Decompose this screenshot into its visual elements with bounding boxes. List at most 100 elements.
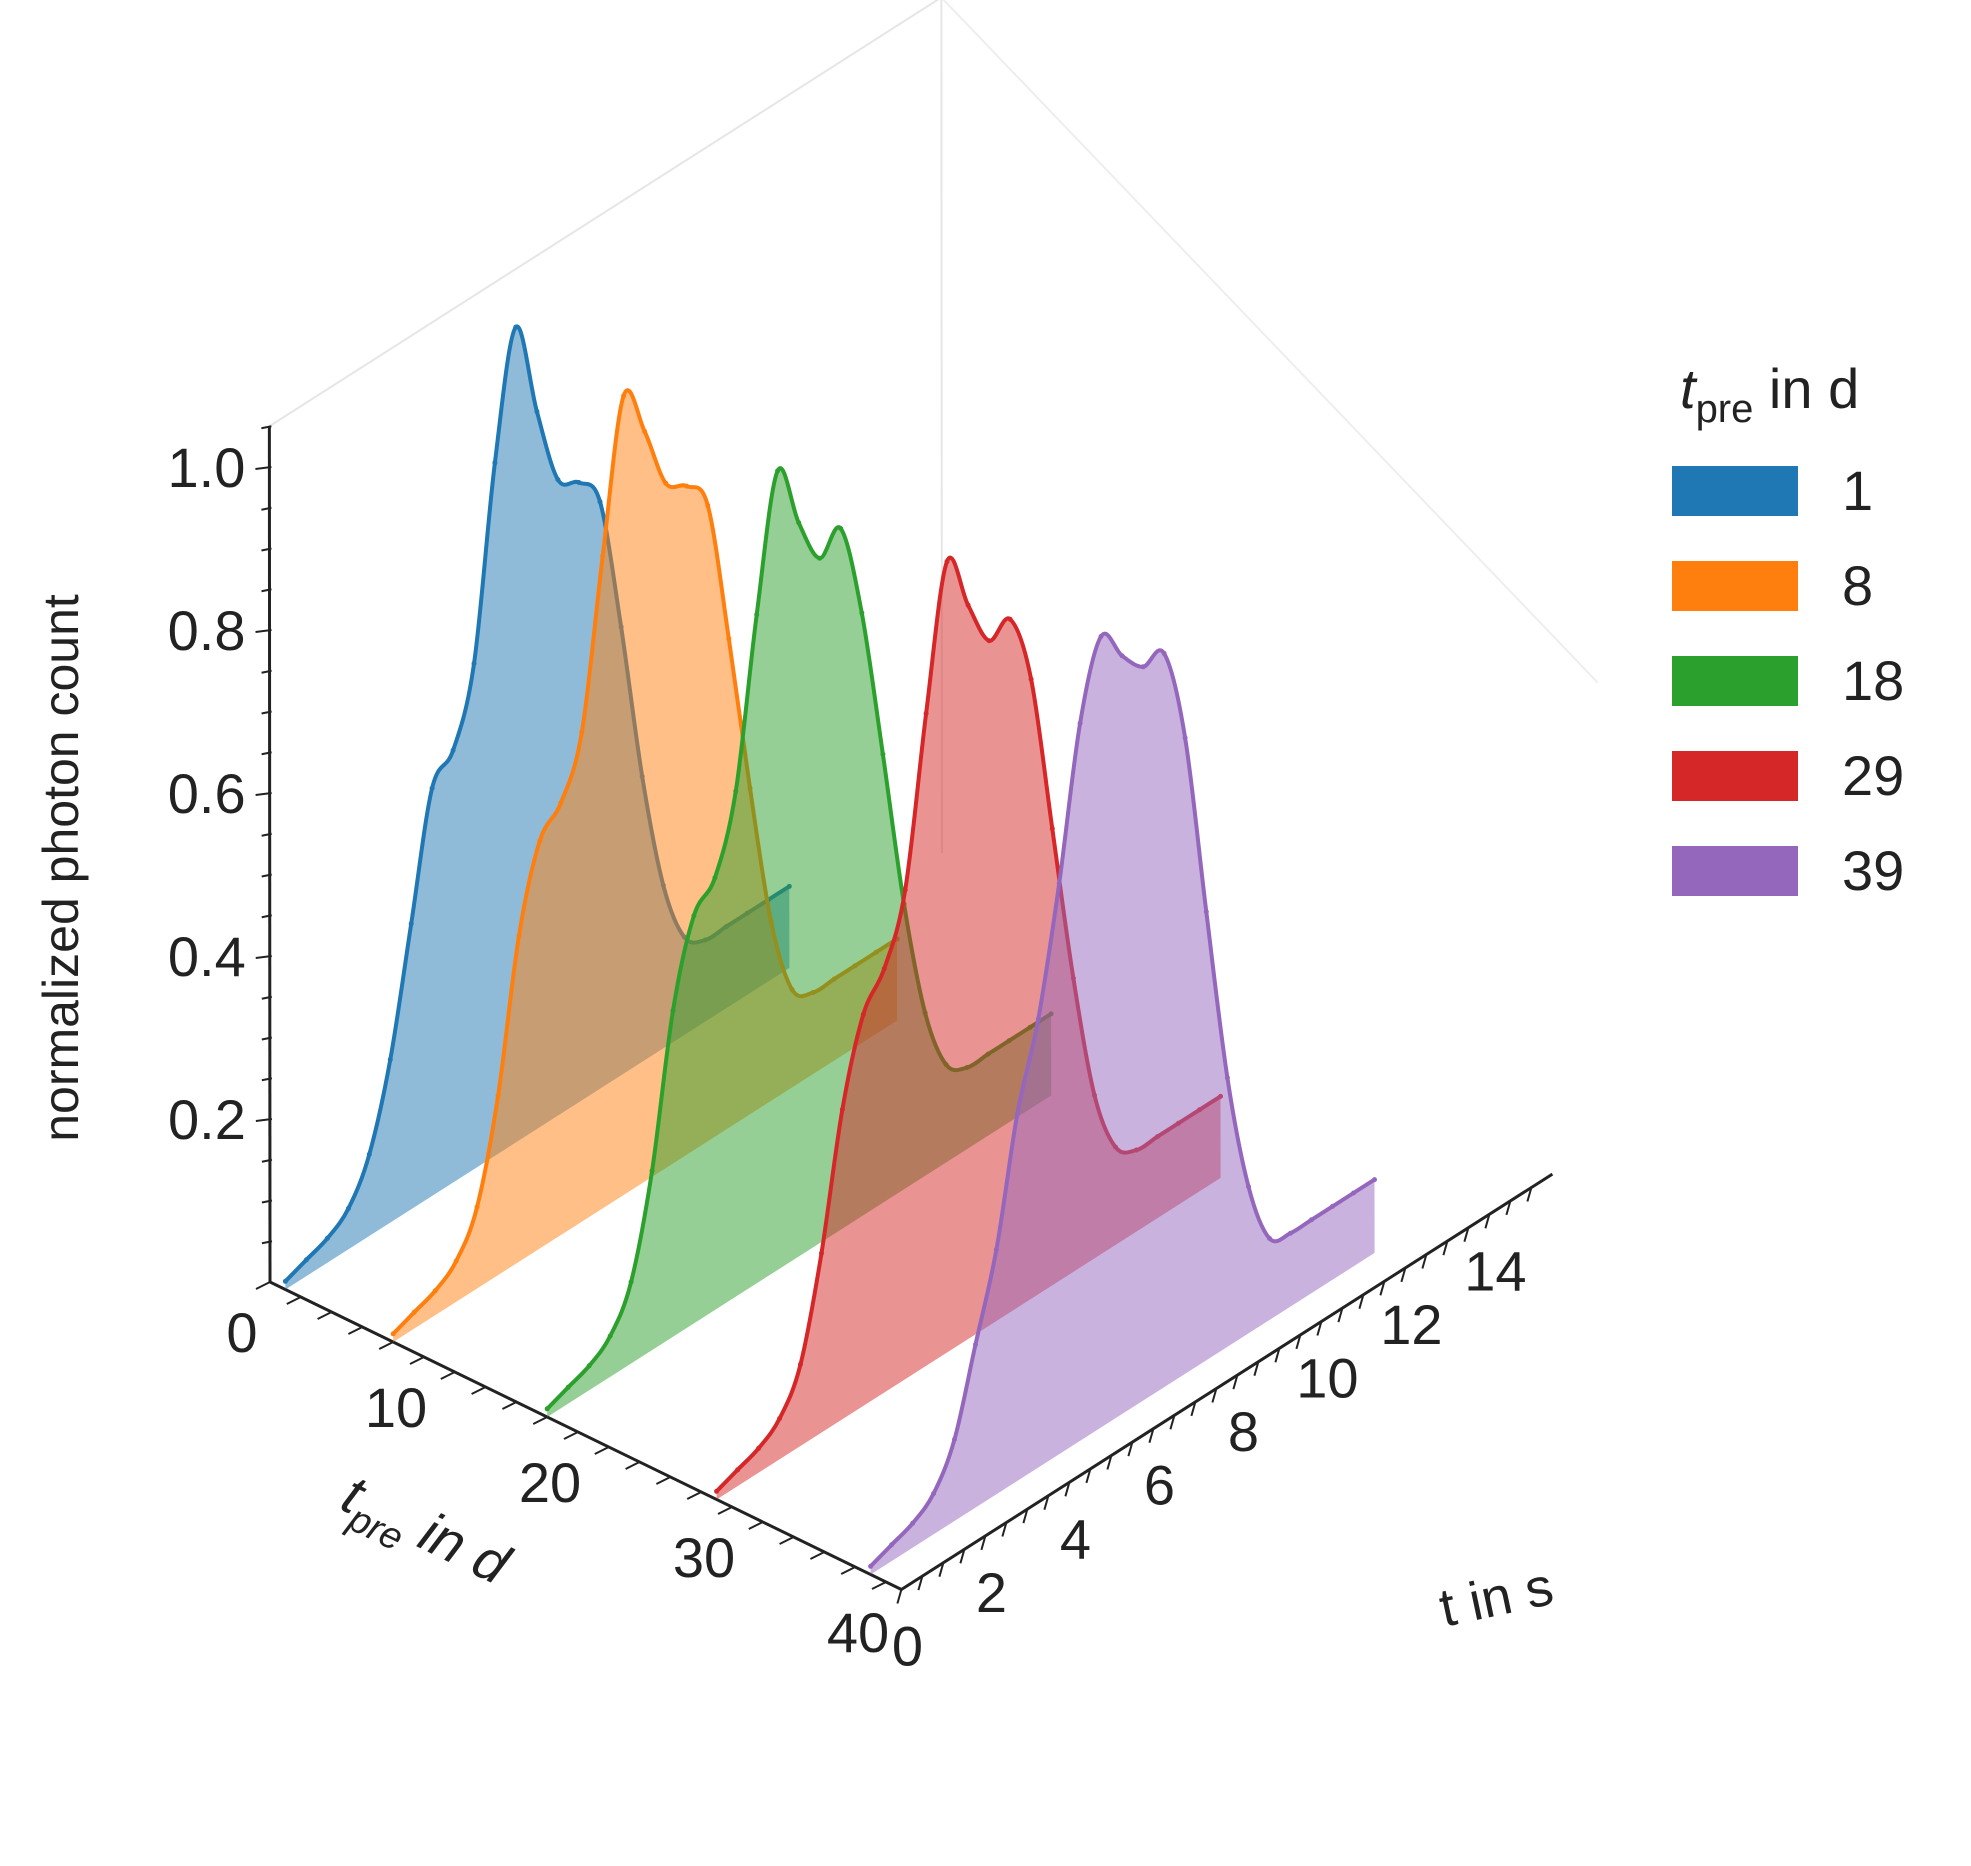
legend-label-8: 8 (1842, 554, 1873, 617)
legend-title-main: t (1680, 357, 1698, 420)
data-point (649, 1168, 655, 1174)
y-tick (378, 1341, 394, 1350)
data-point (558, 800, 564, 806)
data-point (642, 428, 648, 434)
data-point (726, 636, 732, 642)
x-tick (1526, 1187, 1533, 1202)
y-tick-label: 30 (673, 1526, 735, 1589)
data-point (714, 1488, 720, 1494)
data-point (880, 751, 886, 757)
y-tick-label: 10 (365, 1376, 427, 1439)
data-point (952, 1436, 957, 1442)
data-point (663, 480, 669, 486)
data-point (411, 1309, 417, 1315)
data-point (777, 1416, 783, 1421)
data-point (1014, 1111, 1020, 1117)
y-tick (779, 1536, 795, 1545)
data-point (889, 1542, 895, 1548)
y-tick (717, 1506, 733, 1515)
x-tick (1442, 1240, 1449, 1256)
data-point (1119, 653, 1125, 659)
x-tick (1211, 1388, 1218, 1403)
series-group (282, 324, 1377, 1575)
data-point (390, 1331, 396, 1337)
z-tick (255, 955, 272, 959)
back-pane-top-edge (268, 0, 940, 428)
data-point (621, 393, 627, 399)
x-axis-line (900, 1172, 1554, 1591)
legend-label-39: 39 (1842, 839, 1904, 902)
z-tick (261, 1240, 273, 1245)
y-axis-line (269, 1280, 903, 1591)
data-point (881, 966, 887, 971)
data-point (986, 638, 992, 644)
z-axis-title: normalized photon count (33, 594, 89, 1142)
x-tick-label: 2 (976, 1561, 1007, 1624)
x-tick (1316, 1321, 1323, 1336)
series-area-18 (547, 468, 1052, 1417)
data-point (1372, 1177, 1377, 1183)
x-tick (1022, 1508, 1029, 1524)
data-point (1077, 720, 1083, 726)
x-tick (1274, 1348, 1281, 1363)
legend-title: tpre in d (1680, 357, 1859, 431)
x-tick (1064, 1482, 1071, 1497)
data-point (944, 559, 950, 564)
y-tick-label: 40 (827, 1601, 889, 1664)
data-point (733, 788, 739, 794)
data-point (1288, 1230, 1293, 1236)
x-tick (1106, 1455, 1113, 1470)
side-pane-edge (942, 0, 1599, 684)
legend-label-29: 29 (1842, 744, 1904, 807)
y-tick (317, 1311, 333, 1320)
series-39 (868, 631, 1377, 1575)
data-point (819, 1250, 824, 1256)
x-tick-label: 4 (1060, 1507, 1091, 1570)
data-point (931, 1491, 937, 1496)
y-tick (563, 1431, 579, 1440)
data-point (868, 1563, 874, 1569)
data-point (859, 610, 865, 616)
legend-label-1: 1 (1842, 459, 1873, 522)
data-point (1224, 1075, 1230, 1081)
z-tick (261, 547, 272, 552)
legend-swatch-18 (1672, 656, 1798, 706)
z-tick-label: 0.2 (168, 1088, 246, 1151)
legend-swatch-39 (1672, 846, 1798, 896)
data-point (1140, 664, 1146, 670)
x-tick (1505, 1200, 1512, 1216)
x-tick (1295, 1334, 1302, 1350)
x-tick (896, 1589, 903, 1604)
data-point (387, 1057, 393, 1062)
data-point (1351, 1190, 1356, 1196)
data-point (282, 1278, 288, 1284)
data-point (910, 1520, 916, 1526)
series-area-39 (870, 633, 1375, 1575)
z-tick-label: 0.4 (168, 925, 246, 988)
y-tick-label: 20 (519, 1451, 581, 1514)
data-point (628, 1279, 634, 1285)
y-tick-label: 0 (226, 1301, 257, 1364)
legend-swatch-8 (1672, 561, 1798, 611)
x-tick (938, 1562, 945, 1577)
data-point (1049, 826, 1055, 832)
y-tick (501, 1401, 517, 1410)
y-tick (809, 1551, 825, 1560)
data-point (429, 785, 435, 791)
x-tick (917, 1575, 924, 1591)
data-point (1309, 1217, 1314, 1223)
y-tick (655, 1476, 671, 1485)
z-tick-label: 0.6 (168, 762, 246, 825)
y-tick (625, 1461, 641, 1470)
z-tick (261, 873, 272, 878)
legend-title-rest: in d (1753, 357, 1859, 420)
y-tick (471, 1386, 487, 1395)
data-point (453, 1258, 459, 1264)
data-point (513, 324, 519, 330)
x-tick (1148, 1428, 1155, 1443)
data-point (408, 921, 414, 927)
y-tick (532, 1416, 548, 1425)
z-tick (255, 792, 272, 796)
